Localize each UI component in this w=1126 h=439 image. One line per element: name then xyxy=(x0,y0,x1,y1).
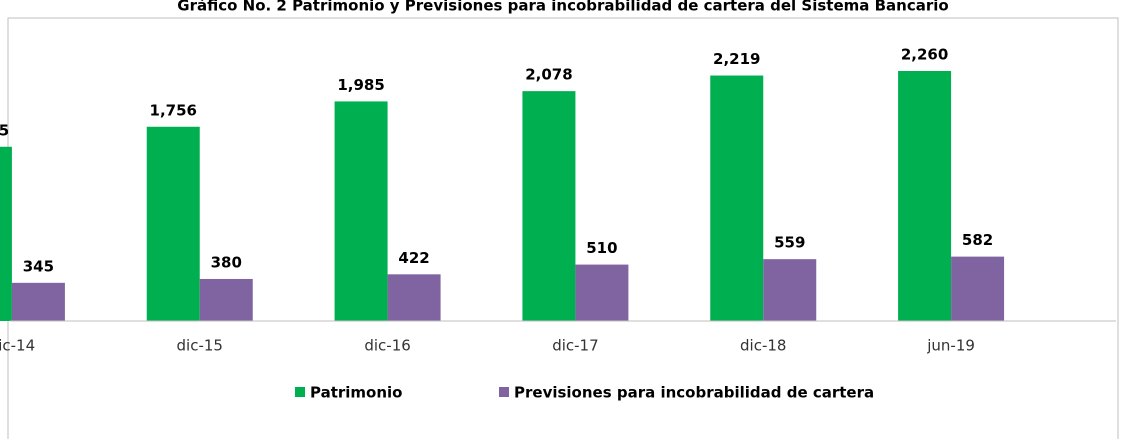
x-tick-label: jun-19 xyxy=(926,337,975,355)
data-label: 559 xyxy=(774,234,805,252)
bar xyxy=(763,259,817,321)
data-label: 345 xyxy=(23,257,54,275)
x-tick-label: dic-14 xyxy=(0,337,35,355)
data-label: 2,078 xyxy=(525,66,572,84)
data-label: 1,985 xyxy=(337,76,384,94)
data-label: 1,756 xyxy=(150,101,197,119)
bar xyxy=(146,126,200,321)
bar xyxy=(199,278,253,321)
data-label: 422 xyxy=(398,249,429,267)
x-tick-label: dic-18 xyxy=(740,337,786,355)
bar xyxy=(0,146,12,321)
data-label: 380 xyxy=(211,253,242,271)
bar xyxy=(898,71,952,321)
legend-label: Previsiones para incobrabilidad de carte… xyxy=(514,384,874,402)
bar xyxy=(951,256,1005,321)
data-label: 2,219 xyxy=(713,50,760,68)
legend-label: Patrimonio xyxy=(310,384,402,402)
bar xyxy=(387,274,441,321)
data-label: 2,260 xyxy=(901,46,948,64)
data-label: 582 xyxy=(962,231,993,249)
legend-swatch xyxy=(499,387,509,397)
bar xyxy=(575,264,629,321)
x-tick-label: dic-15 xyxy=(177,337,223,355)
bar xyxy=(710,75,764,321)
data-label: 1,575 xyxy=(0,121,9,139)
chart-title: Gráfico No. 2 Patrimonio y Previsiones p… xyxy=(177,0,948,15)
x-tick-label: dic-17 xyxy=(552,337,598,355)
x-tick-label: dic-16 xyxy=(364,337,410,355)
bar xyxy=(11,282,65,321)
bar xyxy=(334,101,388,322)
data-label: 510 xyxy=(586,239,617,257)
bar xyxy=(522,91,576,321)
legend-swatch xyxy=(295,387,305,397)
